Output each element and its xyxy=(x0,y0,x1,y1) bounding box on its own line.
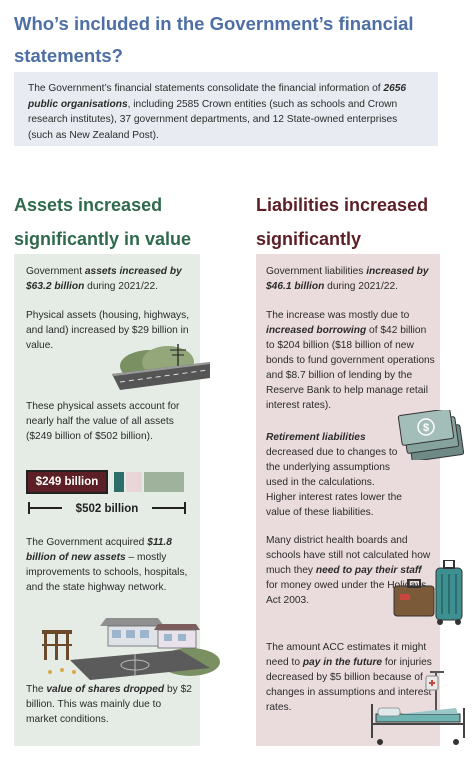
assets-paragraph-4: The Government acquired $11.8 billion of… xyxy=(26,535,192,595)
highway-landscape-icon xyxy=(112,344,210,390)
total-assets-label: $502 billion xyxy=(62,502,152,516)
bar-segment-pink xyxy=(126,472,142,492)
intro-text-bold: 2656 public organisations xyxy=(28,83,407,110)
assets-p5-bold: value of shares dropped xyxy=(46,684,165,695)
liabilities-paragraph-3: Retirement liabilities decreased due to … xyxy=(266,430,402,520)
liabilities-panel xyxy=(256,254,440,746)
suitcase-icon xyxy=(393,560,463,625)
liabilities-p5-post: for injuries decreased by $5 billion bec… xyxy=(266,657,432,713)
liabilities-paragraph-4: Many district health boards and schools … xyxy=(266,533,434,608)
assets-p5-pre: The xyxy=(26,684,47,695)
liabilities-p5-pre: The amount ACC estimates it might need t… xyxy=(266,642,427,668)
bar-segment-teal xyxy=(114,472,124,492)
liabilities-p2-post: of $42 billion to $204 billion ($18 bill… xyxy=(266,325,435,411)
assets-p1-bold: assets increased by $63.2 billion xyxy=(26,266,182,292)
liabilities-heading: Liabilities increased significantly xyxy=(256,195,429,249)
physical-assets-bar: $249 billion xyxy=(26,470,108,494)
money-notes-icon: $ xyxy=(397,410,465,460)
liabilities-p4-bold: need to pay their staff xyxy=(315,565,422,576)
liabilities-paragraph-1: Government liabilities increased by $46.… xyxy=(266,264,434,294)
assets-p1-pre: Government xyxy=(26,266,85,277)
intro-text-pre: The Government’s financial statements co… xyxy=(28,83,384,94)
assets-paragraph-2: Physical assets (housing, highways, and … xyxy=(26,310,190,351)
assets-paragraph-5: The value of shares dropped by $2 billio… xyxy=(26,682,192,727)
hospital-bed-icon xyxy=(371,671,465,745)
intro-text-post: , including 2585 Crown entities (such as… xyxy=(28,98,398,141)
liabilities-paragraph-2: The increase was mostly due to increased… xyxy=(266,308,436,413)
liabilities-p5-bold: pay in the future xyxy=(302,657,383,668)
svg-text:$: $ xyxy=(423,422,429,434)
intro-box: The Government’s financial statements co… xyxy=(14,72,438,146)
bar-segment-sage xyxy=(144,472,184,492)
assets-bar: $249 billion xyxy=(26,470,188,494)
school-buildings-icon xyxy=(42,618,220,680)
liabilities-p1-pre: Government liabilities xyxy=(266,266,367,277)
liabilities-p2-pre: The increase was mostly due to xyxy=(266,310,410,321)
page-title: Who’s included in the Government’s finan… xyxy=(14,13,414,66)
liabilities-p4-pre: Many district health boards and schools … xyxy=(266,535,431,576)
liabilities-p3-post: decreased due to changes to the underlyi… xyxy=(266,447,402,518)
liabilities-p1-post: during 2021/22. xyxy=(324,281,398,292)
assets-heading: Assets increased significantly in value xyxy=(14,195,192,249)
liabilities-p2-bold: increased borrowing xyxy=(266,325,367,336)
assets-p5-post: by $2 billion. This was mainly due to ma… xyxy=(26,684,192,725)
liabilities-paragraph-5: The amount ACC estimates it might need t… xyxy=(266,640,434,715)
assets-paragraph-1: Government assets increased by $63.2 bil… xyxy=(26,264,192,294)
assets-p1-post: during 2021/22. xyxy=(84,281,158,292)
assets-p4-pre: The Government acquired xyxy=(26,537,148,548)
assets-p4-bold: $11.8 billion of new assets xyxy=(26,537,172,563)
assets-p4-post: – mostly improvements to schools, hospit… xyxy=(26,552,188,593)
liabilities-p3-bold: Retirement liabilities xyxy=(266,432,366,443)
liabilities-p4-post: for money owed under the Holidays Act 20… xyxy=(266,580,427,606)
assets-paragraph-3: These physical assets account for nearly… xyxy=(26,401,180,442)
liabilities-p1-bold: increased by $46.1 billion xyxy=(266,266,429,292)
